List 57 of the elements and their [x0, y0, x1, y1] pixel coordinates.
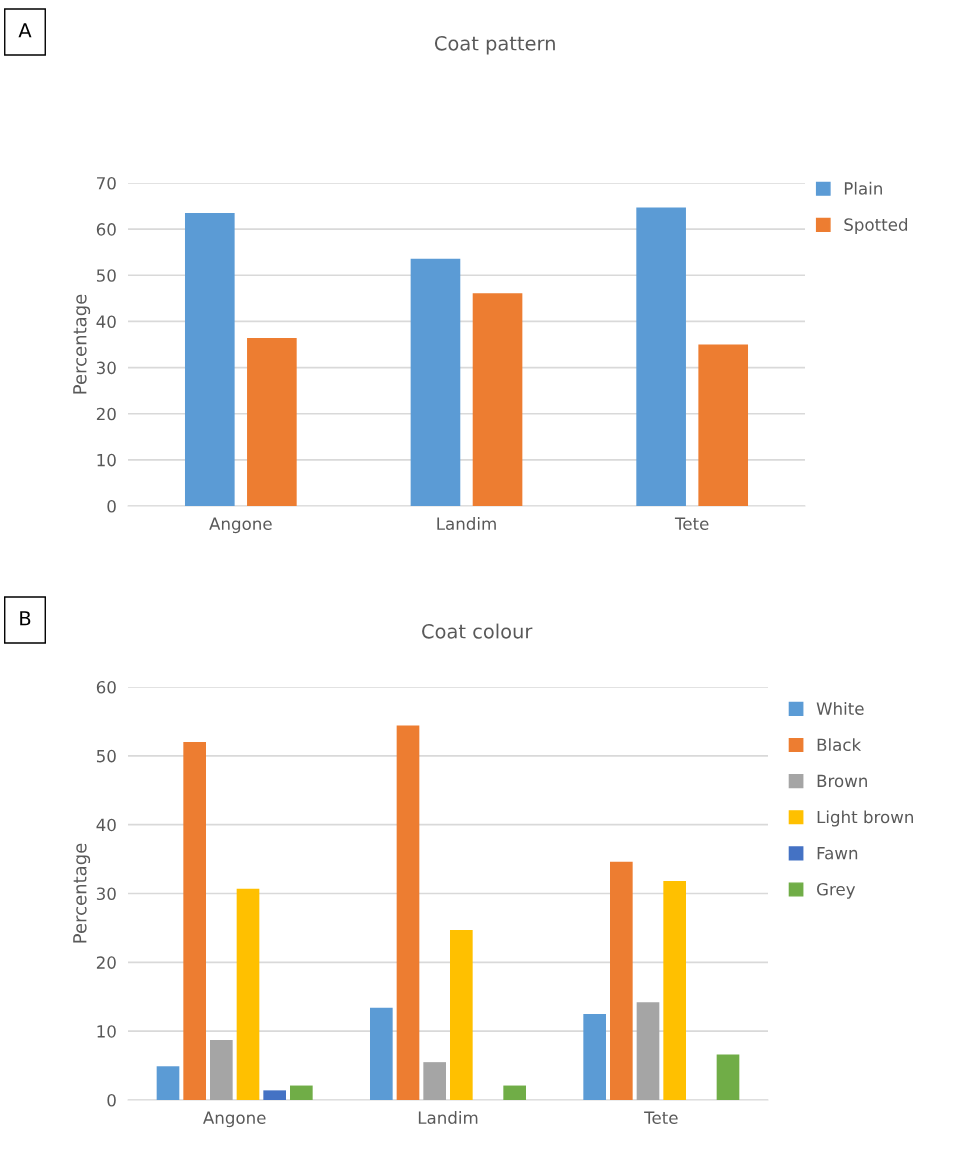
y-tick-label: 40 — [96, 818, 116, 832]
y-tick-label: 10 — [97, 453, 116, 467]
legend-label: Black — [817, 738, 862, 752]
chart-title: Coat colour — [422, 623, 533, 639]
y-axis-title: Percentage — [73, 294, 91, 394]
legend-label: Light brown — [817, 810, 913, 827]
bar — [423, 1062, 446, 1100]
legend-label: Brown — [817, 774, 867, 788]
bar — [263, 1090, 286, 1100]
bar — [503, 1085, 526, 1100]
bar — [396, 725, 420, 1100]
bar — [610, 861, 633, 1100]
y-tick-label: 0 — [107, 1093, 116, 1107]
y-tick-label: 10 — [97, 1025, 116, 1038]
bar — [583, 1013, 606, 1100]
y-tick-label: 30 — [96, 361, 116, 375]
bar — [370, 1007, 393, 1100]
y-tick-label: 0 — [107, 499, 116, 513]
x-tick-label: Angone — [203, 1111, 266, 1128]
x-tick-label: Tete — [674, 517, 709, 531]
bar — [472, 293, 523, 506]
y-tick-label: 40 — [96, 315, 116, 328]
x-tick-label: Tete — [644, 1111, 678, 1125]
bar — [290, 1085, 313, 1100]
bar — [247, 338, 297, 506]
y-tick-label: 30 — [96, 887, 116, 901]
legend-label: Grey — [817, 882, 856, 899]
x-tick-label: Landim — [437, 517, 496, 531]
bar — [716, 1054, 740, 1100]
bar — [450, 929, 473, 1100]
text: A — [18, 23, 32, 38]
bar — [636, 207, 686, 506]
y-tick-label: 20 — [96, 407, 116, 421]
legend-label: Spotted — [844, 217, 908, 235]
bar — [636, 1002, 660, 1100]
y-tick-label: 20 — [96, 956, 116, 969]
legend-label: Fawn — [817, 847, 858, 860]
chart-title: Coat pattern — [434, 35, 555, 55]
legend-label: Plain — [844, 181, 882, 195]
bar — [210, 1040, 233, 1100]
legend-label: White — [816, 702, 864, 715]
x-tick-label: Landim — [418, 1111, 478, 1125]
bar — [410, 258, 461, 506]
y-tick-label: 60 — [96, 680, 116, 694]
y-tick-label: 50 — [96, 269, 116, 282]
bar — [663, 881, 686, 1100]
text: B — [20, 611, 31, 626]
bar — [183, 742, 206, 1100]
bar — [156, 1066, 180, 1100]
bar — [236, 888, 260, 1100]
y-tick-label: 50 — [96, 749, 116, 763]
y-tick-label: 70 — [97, 176, 116, 190]
y-tick-label: 60 — [96, 223, 116, 236]
x-tick-label: Angone — [209, 517, 272, 534]
bar — [698, 344, 749, 506]
y-axis-title: Percentage — [73, 843, 91, 943]
bar — [184, 212, 235, 506]
